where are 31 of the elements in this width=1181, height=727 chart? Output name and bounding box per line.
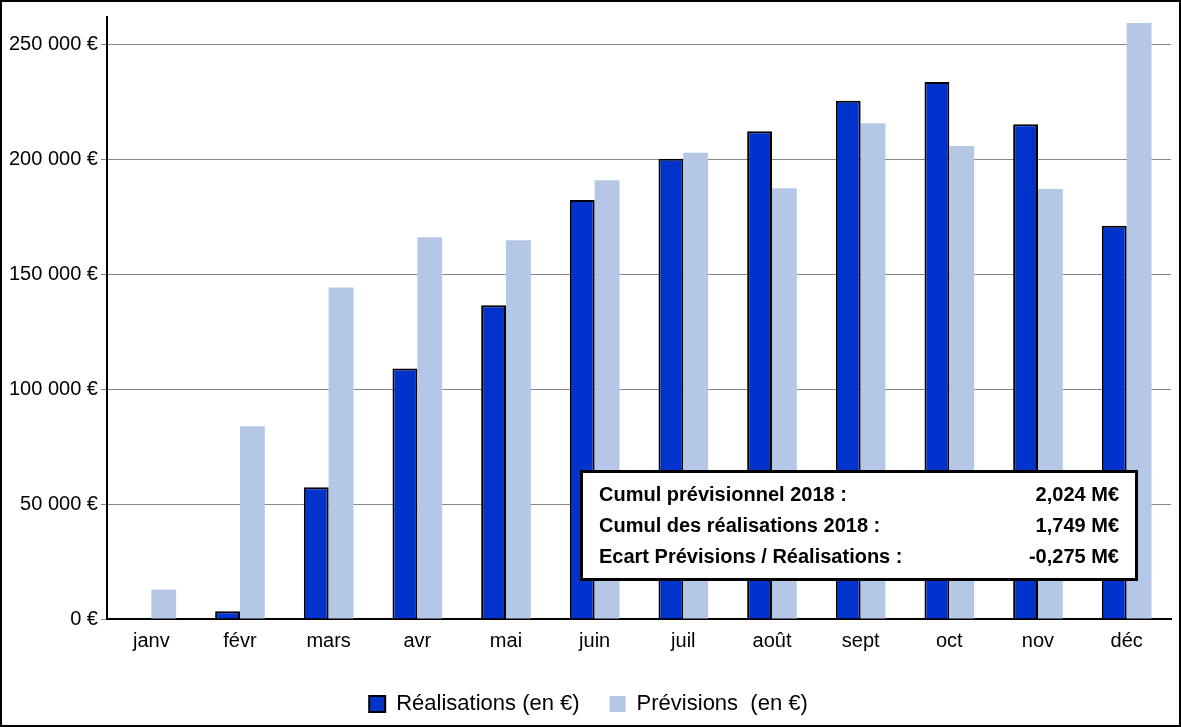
annotation: 2,024 M€ [1034, 483, 1119, 506]
x-tick-label: août [752, 628, 792, 651]
x-tick-label: juin [578, 628, 611, 651]
annotation: Cumul des réalisations 2018 : [599, 514, 882, 537]
x-tick-label: juil [670, 628, 696, 651]
y-tick-label: 150 000 € [8, 261, 98, 284]
annotation: Cumul prévisionnel 2018 : [599, 483, 848, 506]
annotation: Ecart Prévisions / Réalisations : [599, 545, 904, 568]
x-tick-label: mai [489, 628, 523, 651]
legend-label: Réalisations (en €) [396, 690, 580, 716]
bar [239, 426, 265, 619]
y-tick-label: 50 000 € [20, 491, 98, 514]
y-tick-label: 250 000 € [8, 32, 98, 55]
bar [505, 240, 531, 619]
annotation: 1,749 M€ [1034, 514, 1119, 537]
bar [328, 287, 354, 619]
y-tick-label: 100 000 € [8, 376, 98, 399]
bar [151, 589, 177, 619]
x-tick-label: nov [1021, 628, 1055, 651]
bar [417, 237, 443, 619]
x-tick-label: avr [403, 628, 432, 651]
x-tick-label: mars [306, 628, 351, 651]
y-tick-label: 0 € [70, 606, 98, 629]
x-tick-label: janv [131, 628, 170, 651]
x-tick-label: oct [935, 628, 964, 651]
annotation: -0,275 M€ [1028, 545, 1119, 568]
x-tick-label: sept [841, 628, 880, 651]
x-tick-label: déc [1110, 628, 1143, 651]
legend-label: Prévisions (en €) [636, 690, 808, 716]
x-tick-label: févr [223, 628, 257, 651]
y-tick-label: 200 000 € [8, 146, 98, 169]
